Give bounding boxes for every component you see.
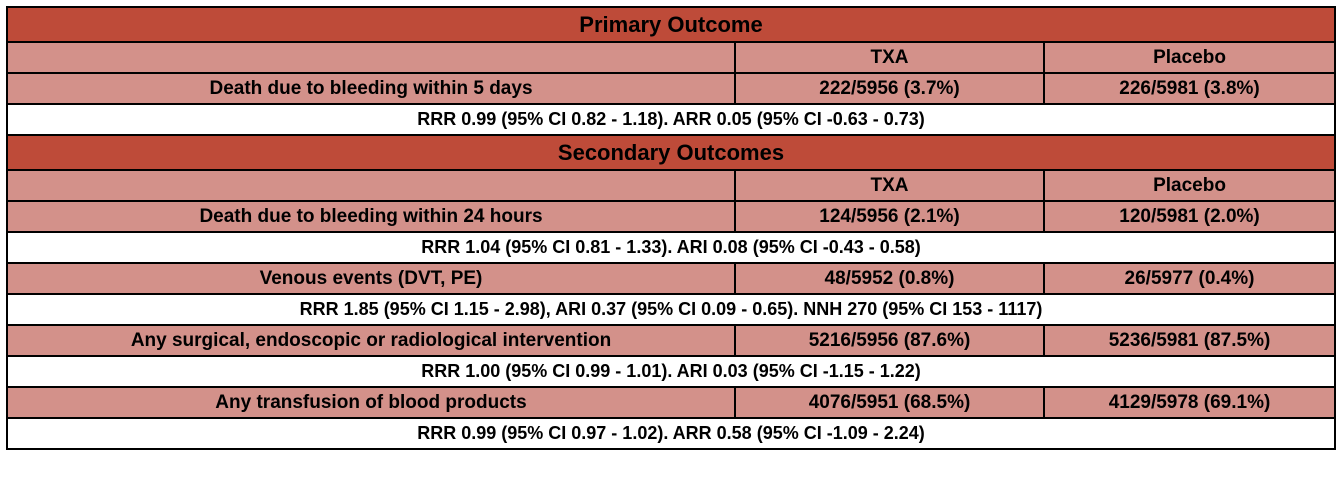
stats-row: RRR 0.99 (95% CI 0.82 - 1.18). ARR 0.05 … xyxy=(5,103,1337,136)
placebo-value: 26/5977 (0.4%) xyxy=(1042,262,1337,295)
outcome-label: Venous events (DVT, PE) xyxy=(6,262,736,295)
placebo-value: 5236/5981 (87.5%) xyxy=(1042,324,1337,357)
primary-column-header-row: TXA Placebo xyxy=(6,41,1337,74)
txa-value: 4076/5951 (68.5%) xyxy=(734,386,1045,419)
primary-empty-header-cell xyxy=(6,41,736,74)
table-row: Death due to bleeding within 24 hours 12… xyxy=(6,200,1337,233)
secondary-empty-header-cell xyxy=(6,169,736,202)
txa-value: 222/5956 (3.7%) xyxy=(734,72,1045,105)
outcome-stats: RRR 0.99 (95% CI 0.82 - 1.18). ARR 0.05 … xyxy=(5,103,1337,136)
outcome-stats: RRR 1.00 (95% CI 0.99 - 1.01). ARI 0.03 … xyxy=(5,355,1337,388)
stats-row: RRR 0.99 (95% CI 0.97 - 1.02). ARR 0.58 … xyxy=(5,417,1337,450)
outcomes-table: Primary Outcome TXA Placebo Death due to… xyxy=(5,6,1337,450)
placebo-value: 226/5981 (3.8%) xyxy=(1042,72,1337,105)
secondary-outcomes-title: Secondary Outcomes xyxy=(5,134,1337,171)
placebo-value: 4129/5978 (69.1%) xyxy=(1042,386,1337,419)
table-row: Death due to bleeding within 5 days 222/… xyxy=(6,72,1337,105)
table-row: Any surgical, endoscopic or radiological… xyxy=(6,324,1337,357)
table-row: Any transfusion of blood products 4076/5… xyxy=(6,386,1337,419)
secondary-placebo-header: Placebo xyxy=(1042,169,1337,202)
secondary-outcomes-header-row: Secondary Outcomes xyxy=(5,134,1337,171)
primary-txa-header: TXA xyxy=(734,41,1045,74)
secondary-txa-header: TXA xyxy=(734,169,1045,202)
outcome-label: Any transfusion of blood products xyxy=(6,386,736,419)
stats-row: RRR 1.04 (95% CI 0.81 - 1.33). ARI 0.08 … xyxy=(5,231,1337,264)
outcome-stats: RRR 1.85 (95% CI 1.15 - 2.98), ARI 0.37 … xyxy=(5,293,1337,326)
placebo-value: 120/5981 (2.0%) xyxy=(1042,200,1337,233)
outcome-label: Any surgical, endoscopic or radiological… xyxy=(6,324,736,357)
outcome-stats: RRR 1.04 (95% CI 0.81 - 1.33). ARI 0.08 … xyxy=(5,231,1337,264)
txa-value: 48/5952 (0.8%) xyxy=(734,262,1045,295)
outcome-stats: RRR 0.99 (95% CI 0.97 - 1.02). ARR 0.58 … xyxy=(5,417,1337,450)
outcome-label: Death due to bleeding within 5 days xyxy=(6,72,736,105)
primary-outcome-title: Primary Outcome xyxy=(5,6,1337,43)
stats-row: RRR 1.00 (95% CI 0.99 - 1.01). ARI 0.03 … xyxy=(5,355,1337,388)
primary-outcome-header-row: Primary Outcome xyxy=(5,6,1337,43)
txa-value: 5216/5956 (87.6%) xyxy=(734,324,1045,357)
txa-value: 124/5956 (2.1%) xyxy=(734,200,1045,233)
stats-row: RRR 1.85 (95% CI 1.15 - 2.98), ARI 0.37 … xyxy=(5,293,1337,326)
secondary-column-header-row: TXA Placebo xyxy=(6,169,1337,202)
outcome-label: Death due to bleeding within 24 hours xyxy=(6,200,736,233)
primary-placebo-header: Placebo xyxy=(1042,41,1337,74)
table-row: Venous events (DVT, PE) 48/5952 (0.8%) 2… xyxy=(6,262,1337,295)
